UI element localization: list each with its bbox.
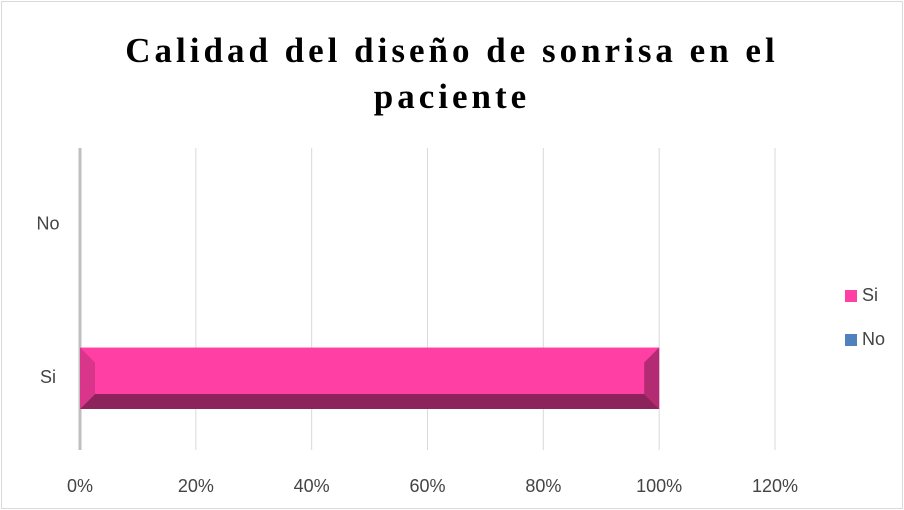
x-tick-label: 20% — [178, 476, 214, 496]
x-tick-label: 100% — [636, 476, 682, 496]
bar-bevel-right — [644, 347, 660, 409]
x-tick-label: 40% — [294, 476, 330, 496]
x-tick-label: 120% — [752, 476, 798, 496]
legend-label: Si — [862, 285, 878, 305]
bar-bevel-left — [80, 347, 95, 409]
x-tick-label: 80% — [525, 476, 561, 496]
y-tick-label: No — [36, 214, 59, 234]
legend-marker — [845, 334, 857, 346]
legend-label: No — [862, 329, 885, 349]
y-tick-label: Si — [40, 367, 56, 387]
legend-marker — [845, 290, 857, 302]
x-tick-label: 0% — [67, 476, 93, 496]
chart-title: Calidad del diseño de sonrisa en el paci… — [125, 31, 779, 116]
bar-bevel-bottom — [80, 393, 660, 409]
x-tick-label: 60% — [409, 476, 445, 496]
bar — [80, 347, 660, 409]
